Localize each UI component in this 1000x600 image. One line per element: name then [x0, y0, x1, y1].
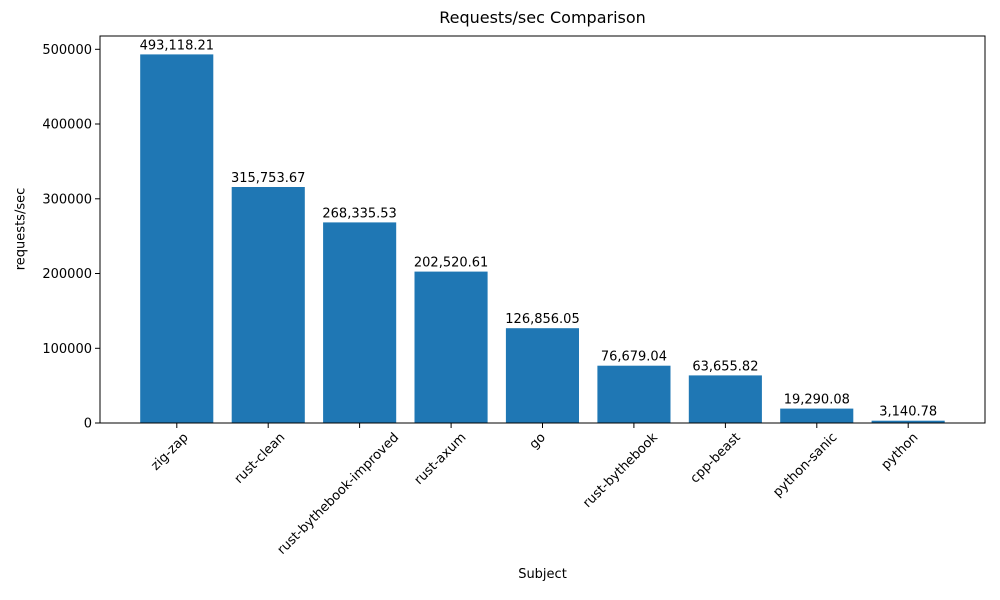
y-tick-label: 500000	[42, 43, 92, 58]
x-axis-label: Subject	[518, 567, 567, 582]
x-tick-label: rust-clean	[232, 430, 289, 487]
bar-value-label: 19,290.08	[784, 393, 850, 408]
bar	[688, 375, 762, 423]
x-tick-label: rust-bythebook-improved	[275, 430, 402, 557]
x-tick-label: rust-bythebook	[580, 430, 661, 511]
y-tick-label: 300000	[42, 192, 92, 207]
y-tick-label: 100000	[42, 342, 92, 357]
bar	[597, 365, 671, 423]
bar	[140, 54, 214, 424]
x-tick-label: rust-axum	[412, 430, 470, 488]
bar-value-label: 76,679.04	[601, 350, 667, 365]
bar-value-label: 493,118.21	[140, 38, 214, 53]
y-tick-label: 0	[84, 417, 92, 432]
x-tick-label: cpp-beast	[688, 430, 744, 486]
x-tick-label: go	[527, 430, 549, 452]
y-tick-label: 400000	[42, 118, 92, 133]
bar-value-label: 202,520.61	[414, 256, 488, 271]
bar	[323, 222, 397, 423]
x-tick-label: python-sanic	[770, 430, 840, 500]
bar-value-label: 126,856.05	[505, 312, 579, 327]
bar	[231, 187, 305, 423]
y-tick-label: 200000	[42, 267, 92, 282]
bar	[871, 420, 945, 423]
bar-value-label: 63,655.82	[692, 359, 758, 374]
bar-value-label: 315,753.67	[231, 171, 305, 186]
bar-value-label: 3,140.78	[879, 405, 937, 420]
bar	[414, 271, 488, 423]
x-tick-label: zig-zap	[148, 430, 191, 473]
bar	[780, 408, 854, 423]
x-tick-label: python	[879, 430, 922, 473]
chart-title: Requests/sec Comparison	[439, 8, 646, 27]
bar	[505, 328, 579, 423]
y-axis-label: requests/sec	[13, 187, 29, 271]
bar-value-label: 268,335.53	[322, 206, 396, 221]
